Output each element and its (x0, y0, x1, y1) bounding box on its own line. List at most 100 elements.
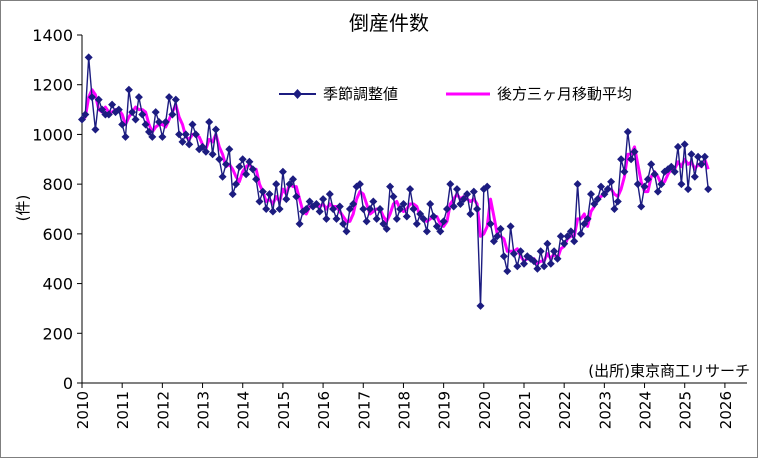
data-point-marker (533, 264, 542, 273)
data-point-marker (459, 195, 468, 204)
data-point-marker (158, 132, 167, 141)
data-point-marker (653, 187, 662, 196)
data-point-marker (248, 165, 257, 174)
data-point-marker (650, 170, 659, 179)
data-point-marker (603, 185, 612, 194)
data-point-marker (687, 150, 696, 159)
data-point-marker (396, 205, 405, 213)
axes (77, 34, 747, 388)
data-point-marker (530, 257, 538, 266)
data-point-marker (473, 205, 482, 213)
data-point-marker (556, 232, 565, 241)
data-point-marker (98, 105, 107, 114)
data-point-marker (322, 214, 331, 223)
data-point-marker (131, 115, 140, 124)
data-point-marker (268, 207, 277, 216)
data-point-marker (493, 232, 502, 241)
x-tick-label: 2018 (395, 391, 413, 429)
legend-label-seasonally-adjusted: 季節調整値 (323, 85, 398, 103)
data-point-marker (138, 110, 147, 119)
data-point-marker (590, 200, 599, 208)
data-point-marker (295, 219, 304, 228)
data-point-marker (366, 205, 374, 213)
data-point-marker (576, 229, 585, 238)
data-point-marker (258, 187, 267, 196)
data-point-marker (232, 180, 240, 189)
data-point-marker (355, 180, 364, 189)
x-tick-label: 2010 (74, 391, 92, 429)
data-point-marker (700, 152, 709, 161)
x-tick-label: 2024 (637, 391, 655, 429)
data-point-marker (436, 227, 445, 236)
data-point-marker (630, 147, 639, 156)
data-point-marker (483, 182, 492, 191)
data-point-marker (419, 214, 428, 223)
x-tick-label: 2014 (235, 391, 253, 429)
data-point-marker (406, 185, 415, 194)
legend-marker-diamond (293, 89, 302, 99)
data-point-marker (583, 214, 592, 223)
data-point-marker (88, 93, 96, 102)
moving-average-line (81, 88, 710, 266)
data-point-marker (600, 190, 609, 199)
legend: 季節調整値 後方三ヶ月移動平均 (279, 85, 632, 103)
x-tick-label: 2013 (195, 391, 213, 429)
data-point-marker (235, 162, 244, 171)
data-point-marker (325, 190, 334, 199)
tick-labels: 0 200 400 600 800 1000 1200 1400 2010 2011 2012 201… (32, 26, 735, 429)
data-point-marker (543, 239, 552, 248)
data-point-marker (643, 175, 652, 184)
data-point-marker (278, 167, 287, 176)
data-point-marker (382, 224, 391, 233)
data-point-marker (453, 185, 461, 194)
data-point-marker (597, 182, 605, 191)
legend-label-moving-average: 後方三ヶ月移動平均 (497, 85, 632, 103)
data-point-marker (369, 197, 378, 206)
data-point-marker (449, 202, 458, 211)
data-point-marker (108, 100, 117, 109)
data-point-marker (114, 105, 123, 114)
data-point-marker (302, 205, 311, 213)
data-point-marker (520, 259, 528, 268)
data-point-marker (613, 197, 622, 206)
data-point-marker (536, 247, 545, 256)
data-point-marker (91, 125, 100, 134)
chart-title: 倒産件数 (349, 11, 429, 35)
data-point-marker (165, 93, 174, 102)
data-point-marker (379, 219, 388, 228)
data-point-marker (486, 219, 495, 228)
data-point-marker (222, 160, 230, 169)
y-tick-label: 1200 (32, 76, 73, 95)
y-axis-label: (件) (14, 195, 32, 222)
data-point-marker (208, 150, 217, 159)
data-point-marker (94, 95, 103, 104)
data-point-marker (412, 219, 421, 228)
data-point-marker (215, 155, 224, 164)
data-point-marker (292, 192, 301, 201)
data-point-marker (141, 120, 150, 129)
data-point-marker (245, 157, 254, 166)
data-point-marker (201, 147, 210, 156)
data-point-marker (443, 205, 451, 213)
data-point-marker (255, 197, 264, 206)
series-moving-average (81, 88, 710, 266)
data-point-marker (359, 205, 368, 213)
data-point-marker (188, 120, 197, 129)
data-point-marker (633, 180, 642, 189)
x-tick-label: 2025 (677, 391, 695, 429)
x-tick-label: 2021 (516, 391, 534, 429)
data-point-marker (211, 125, 220, 134)
data-point-marker (553, 254, 562, 263)
data-point-marker (332, 214, 341, 223)
data-point-marker (376, 205, 384, 213)
data-point-marker (623, 127, 632, 136)
data-point-marker (429, 212, 438, 221)
data-point-marker (416, 210, 425, 218)
data-point-marker (372, 214, 381, 223)
data-point-marker (426, 200, 435, 208)
x-tick-label: 2011 (114, 391, 132, 429)
data-point-marker (647, 160, 656, 169)
data-point-marker (570, 237, 579, 246)
series-seasonally-adjusted (78, 53, 713, 310)
